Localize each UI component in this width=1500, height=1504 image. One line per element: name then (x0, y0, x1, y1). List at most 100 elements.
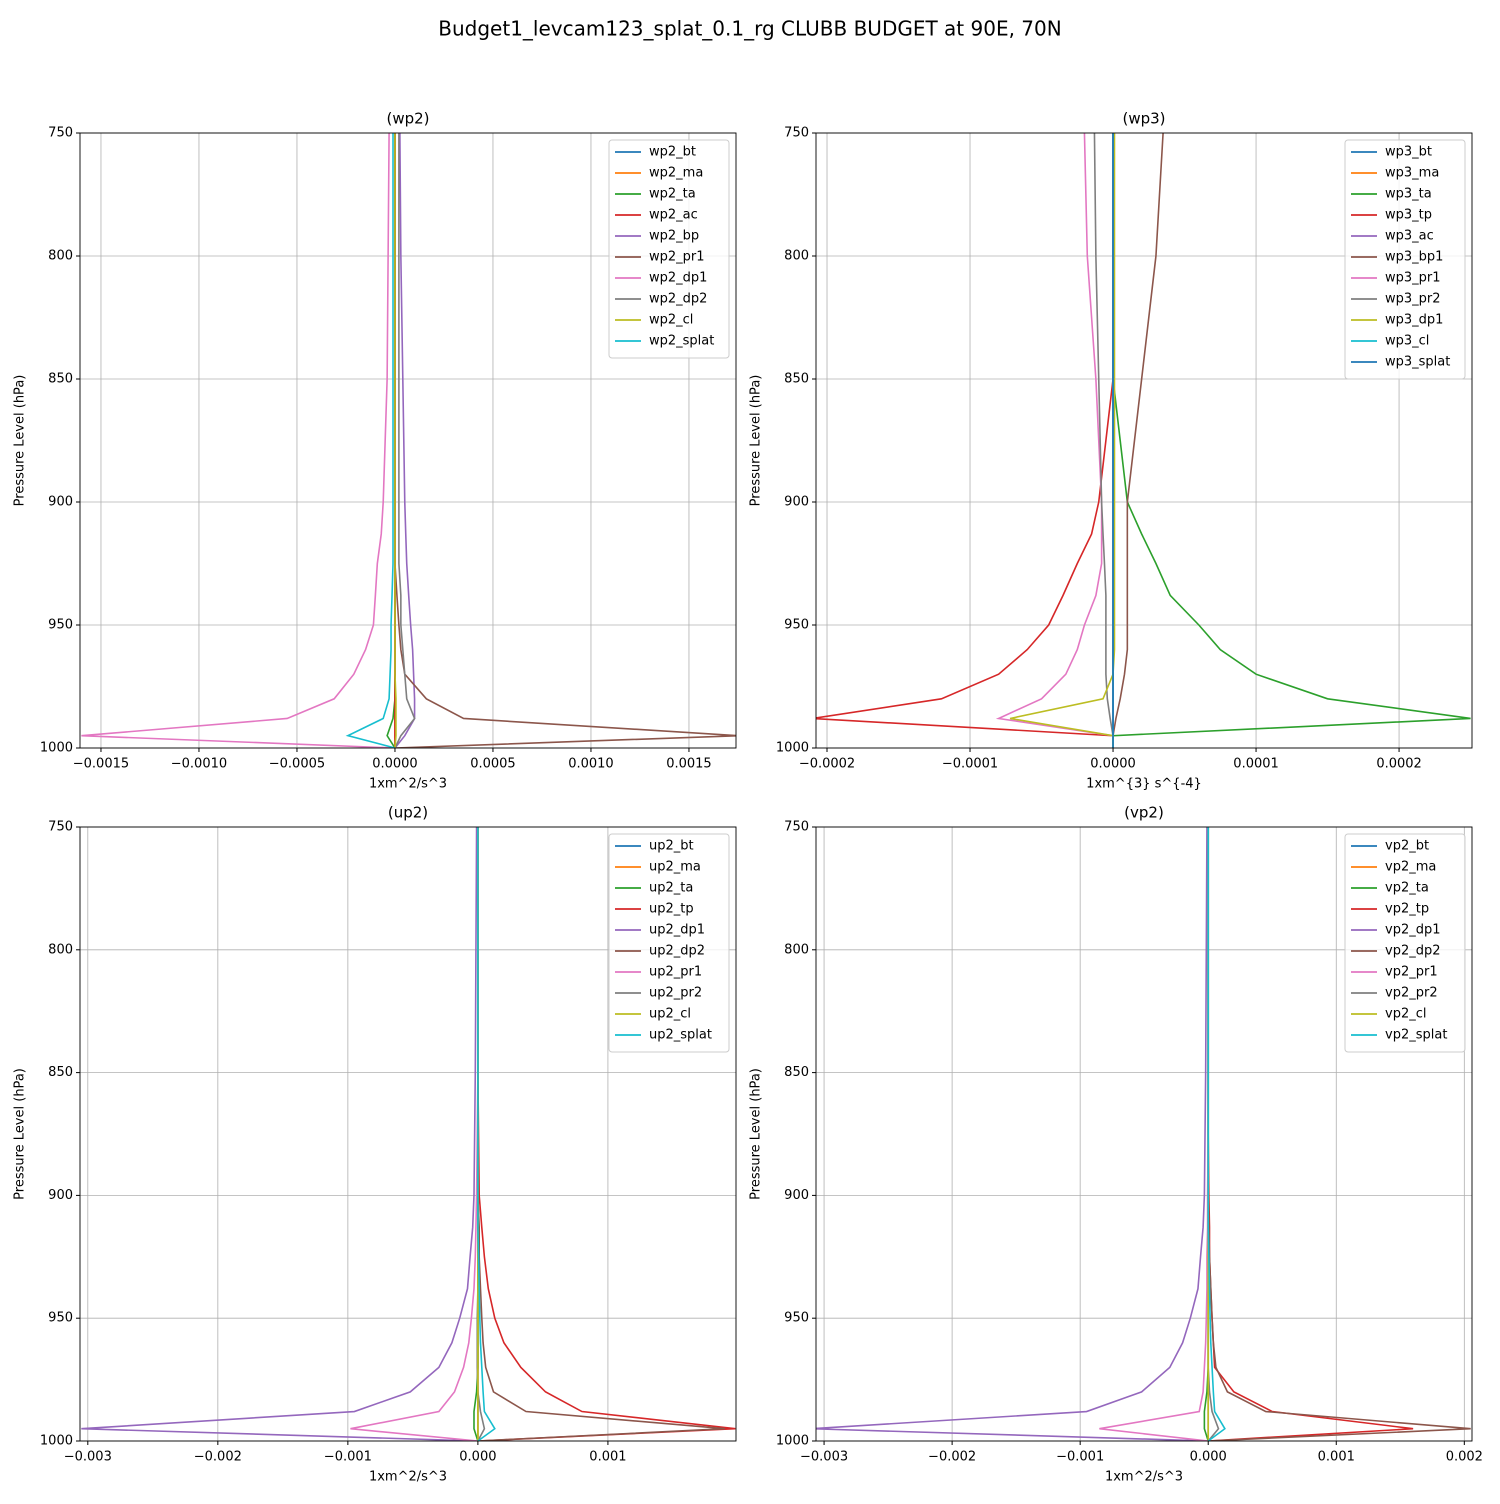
legend-label: up2_pr2 (649, 986, 702, 1001)
series-line (1112, 133, 1471, 748)
series-group (81, 827, 736, 1441)
y-axis-label: Pressure Level (hPa) (13, 1068, 28, 1200)
series-line (1112, 133, 1164, 748)
y-tick-label: 850 (784, 1065, 809, 1080)
x-tick-label: 0.0002 (1376, 757, 1422, 772)
legend-label: wp2_ac (649, 208, 698, 223)
series-line (1207, 827, 1226, 1441)
x-tick-label: 0.0010 (568, 757, 614, 772)
legend-label: up2_ta (649, 881, 693, 896)
axes-frame (79, 826, 737, 1442)
y-tick-label: 950 (784, 1311, 809, 1326)
legend-label: wp2_ta (649, 187, 696, 202)
legend-label: vp2_dp1 (1385, 923, 1441, 938)
x-tick-label: 0.002 (1446, 1450, 1483, 1465)
x-tick-label: −0.0010 (171, 757, 227, 772)
legend-label: wp2_ma (649, 166, 703, 181)
y-tick-label: 800 (784, 942, 809, 957)
y-tick-label: 950 (784, 618, 809, 633)
legend-label: wp3_splat (1385, 355, 1450, 370)
y-tick-label: 750 (48, 126, 73, 141)
legend-label: vp2_cl (1385, 1007, 1426, 1022)
legend-label: wp3_pr2 (1385, 292, 1441, 307)
legend-label: wp2_splat (649, 334, 714, 349)
subplot: 750 800 850 900 950 1000−0.0015 −0.0010 −0.0005… (13, 110, 737, 792)
subplot: 750 800 850 900 950 1000−0.003 −0.002 −0.001 0.0… (13, 804, 737, 1485)
series-line (394, 133, 397, 748)
x-tick-label: 0.001 (1318, 1450, 1355, 1465)
legend-label: up2_bt (649, 839, 694, 854)
legend-label: vp2_ma (1385, 860, 1436, 875)
x-tick-label: 0.001 (589, 1450, 626, 1465)
x-tick-label: −0.0001 (942, 757, 998, 772)
y-tick-label: 850 (784, 372, 809, 387)
legend-label: wp3_cl (1385, 334, 1429, 349)
legend-label: vp2_dp2 (1385, 944, 1441, 959)
x-axis-label: 1xm^{3} s^{-4} (1086, 777, 1202, 792)
subplot-title: (wp2) (386, 110, 429, 128)
subplot-title: (wp3) (1122, 110, 1165, 128)
subplot-title: (up2) (388, 804, 428, 822)
x-tick-label: −0.003 (64, 1450, 112, 1465)
y-tick-label: 750 (784, 126, 809, 141)
y-tick-label: 1000 (40, 1434, 73, 1449)
series-line (816, 133, 1114, 748)
legend-label: vp2_bt (1385, 839, 1429, 854)
legend-label: vp2_pr2 (1385, 986, 1438, 1001)
legend-label: wp2_pr1 (649, 250, 705, 265)
x-tick-label: 0.0000 (372, 757, 418, 772)
y-tick-label: 800 (48, 942, 73, 957)
legend-label: vp2_ta (1385, 881, 1429, 896)
series-line (394, 133, 416, 748)
y-tick-label: 900 (48, 495, 73, 510)
series-line (81, 133, 396, 748)
y-tick-label: 1000 (40, 741, 73, 756)
subplot: 750 800 850 900 950 1000−0.0002 −0.0001 0.0000 0… (749, 110, 1473, 792)
legend-label: up2_pr1 (649, 965, 702, 980)
y-tick-label: 900 (784, 1188, 809, 1203)
legend-label: wp3_dp1 (1385, 313, 1443, 328)
y-tick-label: 1000 (776, 1434, 809, 1449)
x-axis-label: 1xm^2/s^3 (1105, 1470, 1183, 1485)
subplot: 750 800 850 900 950 1000−0.003 −0.002 −0.001 0.0… (749, 804, 1483, 1485)
legend-label: wp3_pr1 (1385, 271, 1441, 286)
legend-label: vp2_tp (1385, 902, 1429, 917)
series-line (995, 133, 1114, 748)
legend-label: up2_cl (649, 1007, 691, 1022)
series-line (345, 133, 396, 748)
axes-frame (815, 826, 1473, 1442)
x-tick-label: −0.0015 (73, 757, 129, 772)
y-tick-label: 850 (48, 372, 73, 387)
series-line (81, 827, 478, 1441)
y-tick-label: 900 (48, 1188, 73, 1203)
axes-frame (815, 132, 1473, 749)
y-tick-label: 950 (48, 1311, 73, 1326)
y-axis-label: Pressure Level (hPa) (749, 1068, 764, 1200)
series-group (816, 827, 1471, 1441)
axes-frame (79, 132, 737, 749)
y-tick-label: 950 (48, 618, 73, 633)
x-tick-label: −0.0002 (799, 757, 855, 772)
legend-label: vp2_pr1 (1385, 965, 1438, 980)
legend-label: wp2_dp2 (649, 292, 707, 307)
x-tick-label: −0.001 (1056, 1450, 1104, 1465)
x-tick-label: −0.002 (194, 1450, 242, 1465)
legend-label: wp3_bp1 (1385, 250, 1443, 265)
series-group (816, 133, 1471, 748)
series-line (1009, 133, 1116, 748)
y-tick-label: 800 (48, 249, 73, 264)
subplot-title: (vp2) (1124, 804, 1164, 822)
legend-label: up2_dp2 (649, 944, 705, 959)
legend-label: wp2_bt (649, 145, 696, 160)
legend-label: up2_dp1 (649, 923, 705, 938)
x-tick-label: 0.0000 (1090, 757, 1136, 772)
legend-label: vp2_splat (1385, 1028, 1447, 1043)
x-tick-label: 0.000 (459, 1450, 496, 1465)
y-tick-label: 850 (48, 1065, 73, 1080)
y-axis-label: Pressure Level (hPa) (13, 375, 28, 507)
y-tick-label: 1000 (776, 741, 809, 756)
legend-label: wp2_bp (649, 229, 699, 244)
y-tick-label: 800 (784, 249, 809, 264)
series-line (816, 827, 1209, 1441)
series-line (1093, 133, 1114, 748)
